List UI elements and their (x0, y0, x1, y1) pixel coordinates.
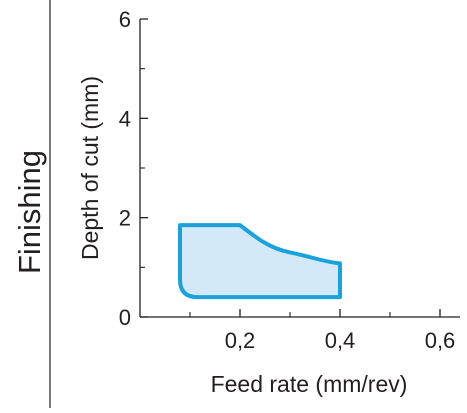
y-tick-label: 0 (119, 305, 131, 330)
y-tick-label: 4 (119, 106, 131, 131)
y-axis-ticks: 0 2 4 6 (119, 7, 148, 330)
x-tick-label: 0,2 (225, 328, 256, 353)
y-axis-label: Depth of cut (mm) (77, 76, 103, 260)
x-tick-label: 0,6 (425, 328, 456, 353)
y-tick-label: 2 (119, 206, 131, 231)
operating-region (178, 223, 342, 300)
x-axis-label: Feed rate (mm/rev) (211, 371, 408, 397)
y-tick-label: 6 (119, 7, 131, 32)
x-tick-label: 0,4 (325, 328, 356, 353)
side-label: Finishing (12, 150, 47, 274)
x-axis-ticks: 0,2 0,4 0,6 (189, 309, 456, 353)
